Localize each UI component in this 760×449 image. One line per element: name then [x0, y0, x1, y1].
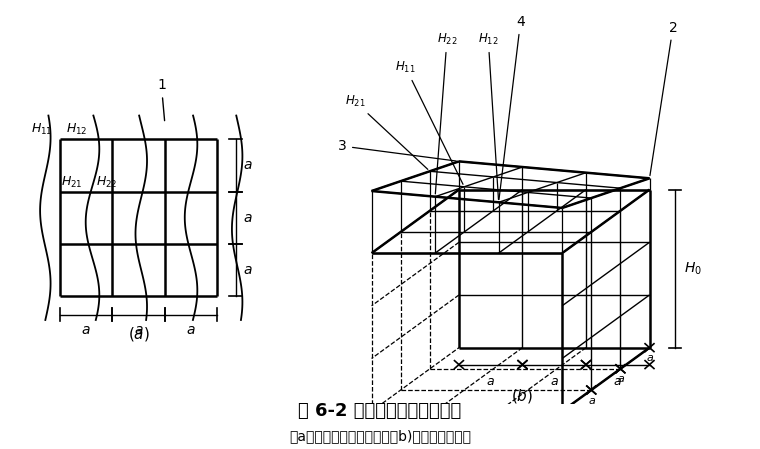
Text: $a$: $a$ — [617, 374, 625, 384]
Text: 4: 4 — [499, 15, 525, 199]
Text: $a$: $a$ — [243, 263, 253, 277]
Text: $H_0$: $H_0$ — [685, 260, 702, 277]
Text: $a$: $a$ — [134, 322, 144, 337]
Text: 3: 3 — [338, 139, 456, 161]
Text: $(a)$: $(a)$ — [128, 325, 150, 343]
Text: $H_{22}$: $H_{22}$ — [435, 32, 458, 194]
Text: $H_{22}$: $H_{22}$ — [96, 175, 117, 189]
Text: $a$: $a$ — [486, 375, 495, 388]
Text: $H_{12}$: $H_{12}$ — [66, 122, 88, 137]
Text: $a$: $a$ — [549, 375, 559, 388]
Text: $a$: $a$ — [186, 322, 196, 337]
Text: $(b)$: $(b)$ — [511, 387, 534, 405]
Text: $H_{21}$: $H_{21}$ — [344, 94, 428, 169]
Text: $a$: $a$ — [588, 396, 597, 405]
Text: $H_{11}$: $H_{11}$ — [395, 60, 463, 184]
Text: 1: 1 — [157, 79, 166, 121]
Text: 2: 2 — [650, 21, 677, 176]
Text: （a）地形图上划分方格；（b)设计标高示意图: （a）地形图上划分方格；（b)设计标高示意图 — [289, 429, 471, 444]
Text: $a$: $a$ — [81, 322, 91, 337]
Text: $a$: $a$ — [647, 353, 654, 363]
Text: $H_{21}$: $H_{21}$ — [61, 175, 83, 189]
Text: 图 6-2 场地设计标高计算简图: 图 6-2 场地设计标高计算简图 — [299, 402, 461, 420]
Text: $H_{11}$: $H_{11}$ — [31, 122, 53, 137]
Text: $a$: $a$ — [243, 211, 253, 225]
Text: $a$: $a$ — [243, 158, 253, 172]
Text: $a$: $a$ — [613, 375, 622, 388]
Text: $H_{12}$: $H_{12}$ — [478, 32, 499, 199]
